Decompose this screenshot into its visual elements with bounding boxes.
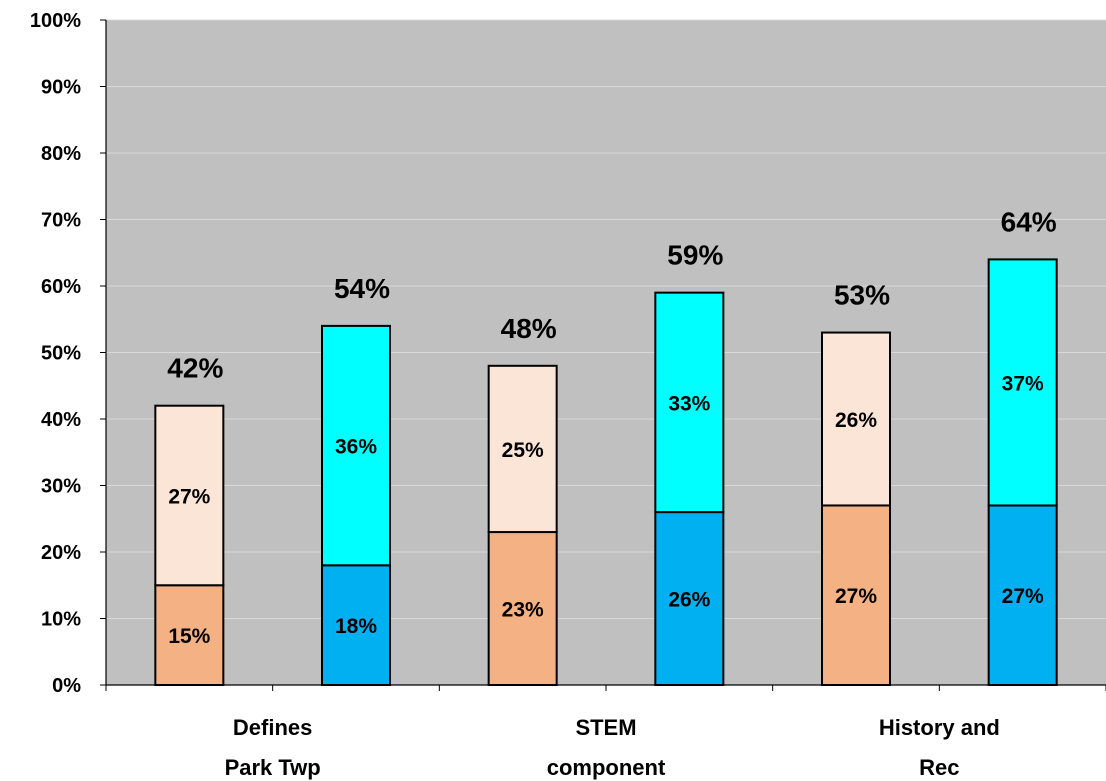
x-tick-label-3-line-1: component [547,755,666,780]
bar-bottom-2 [487,531,558,686]
y-tick-label-30: 30% [41,476,81,498]
total-label-2: 48% [501,313,557,344]
x-tick-label-1-line-0: Defines [233,715,312,740]
y-tick-label-60: 60% [41,276,81,298]
bar-top-5 [987,258,1058,507]
bar-top-4 [821,331,891,507]
y-tick-label-80: 80% [41,143,81,165]
total-label-1: 54% [334,273,390,304]
bars [154,258,1058,687]
x-tick-labels: Defines Park Twp STEM component History and R… [225,715,1000,780]
bar-bottom-5 [987,504,1058,687]
y-tick-label-40: 40% [41,409,81,431]
data-label-top-2: 25% [502,439,544,462]
bar-top-0 [154,404,225,587]
y-tick-label-10: 10% [41,609,81,631]
data-label-bottom-3: 26% [668,589,710,612]
y-tick-labels: 0% 10% 20% 30% 40% 50% 60% 70% 80% 90% 100% [30,10,81,697]
total-label-4: 53% [834,280,890,311]
total-label-5: 64% [1001,206,1057,237]
y-tick-label-50: 50% [41,343,81,365]
y-tick-label-0: 0% [52,675,81,697]
bar-top-3 [654,291,725,514]
data-label-top-5: 37% [1002,372,1044,395]
axes [100,19,1106,691]
x-tick-label-5-line-1: Rec [919,755,959,780]
gridlines [106,19,1106,619]
y-tick-label-100: 100% [30,10,81,32]
data-label-bottom-1: 18% [335,615,377,638]
y-tick-label-90: 90% [41,77,81,99]
x-tick-label-3-line-0: STEM [575,715,636,740]
bar-top-1 [321,324,391,567]
bar-bottom-4 [821,504,891,687]
data-label-top-1: 36% [335,436,377,459]
bar-bottom-3 [654,511,725,686]
x-tick-label-5-line-0: History and [879,715,1000,740]
y-tick-label-20: 20% [41,542,81,564]
data-label-bottom-4: 27% [835,585,877,608]
data-label-top-0: 27% [168,485,210,508]
total-label-0: 42% [167,353,223,384]
bar-top-2 [487,364,558,534]
bar-bottom-0 [154,584,225,686]
total-label-3: 59% [667,240,723,271]
data-label-bottom-0: 15% [168,625,210,648]
x-tick-label-1-line-1: Park Twp [225,755,321,780]
data-label-top-3: 33% [668,392,710,415]
data-label-bottom-5: 27% [1002,585,1044,608]
data-labels: 15% 27% 42% 18% 36% 54% 23% 25% 48% 26% 33% 59% 27% 2… [167,206,1056,648]
y-tick-label-70: 70% [41,210,81,232]
data-label-bottom-2: 23% [502,599,544,622]
data-label-top-4: 26% [835,409,877,432]
